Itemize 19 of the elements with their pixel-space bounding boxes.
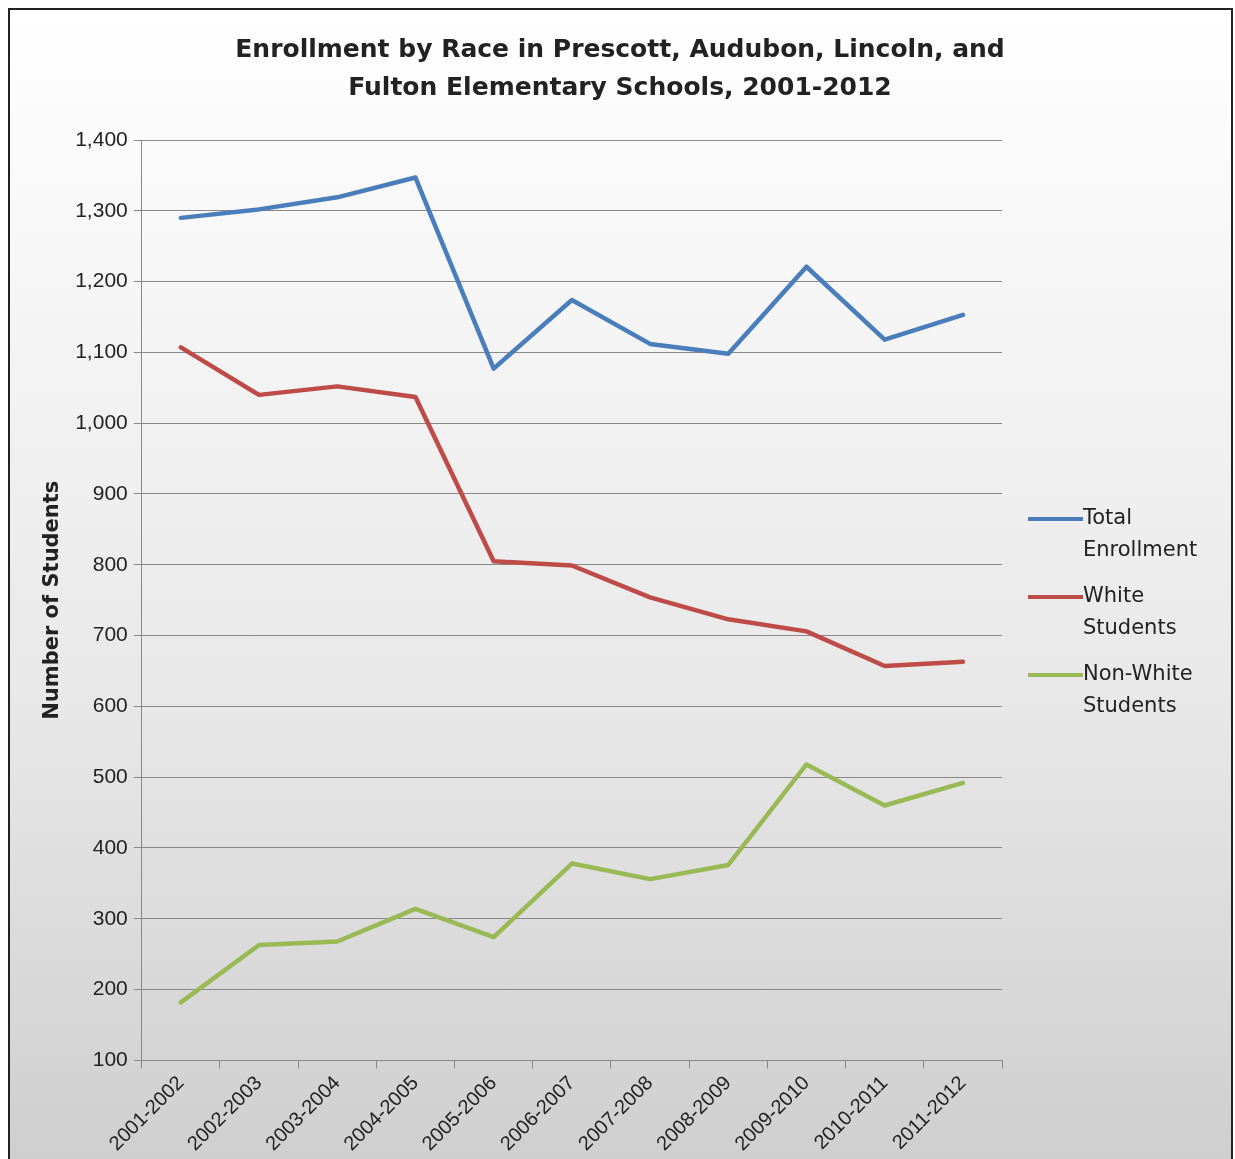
chart-title: Enrollment by Race in Prescott, Audubon, Lincoln, and Fulton Elementary Schools, 2001-2012 — [234, 33, 1006, 103]
y-tick-label: 900 — [92, 480, 128, 504]
y-tick-label: 300 — [92, 905, 128, 929]
y-tick-label: 500 — [92, 764, 128, 787]
y-tick-label: 700 — [92, 622, 128, 646]
y-axis-title: Number of Students — [39, 480, 64, 720]
y-tick-label: 100 — [92, 1047, 128, 1071]
y-tick-label: 600 — [92, 693, 128, 717]
legend-label: Non-White Students — [1083, 660, 1194, 719]
y-tick-label: 400 — [92, 834, 128, 858]
y-tick-label: 1,100 — [75, 339, 128, 363]
y-tick-label: 1,400 — [75, 126, 128, 150]
y-tick-label: 1,000 — [75, 410, 128, 433]
y-tick-label: 200 — [92, 976, 128, 1000]
y-tick-label: 1,200 — [75, 268, 128, 292]
legend-label: White Students — [1083, 582, 1178, 641]
y-tick-label: 1,300 — [75, 197, 128, 221]
y-tick-label: 800 — [92, 551, 128, 575]
legend-label: Total Enrollment — [1083, 504, 1199, 563]
